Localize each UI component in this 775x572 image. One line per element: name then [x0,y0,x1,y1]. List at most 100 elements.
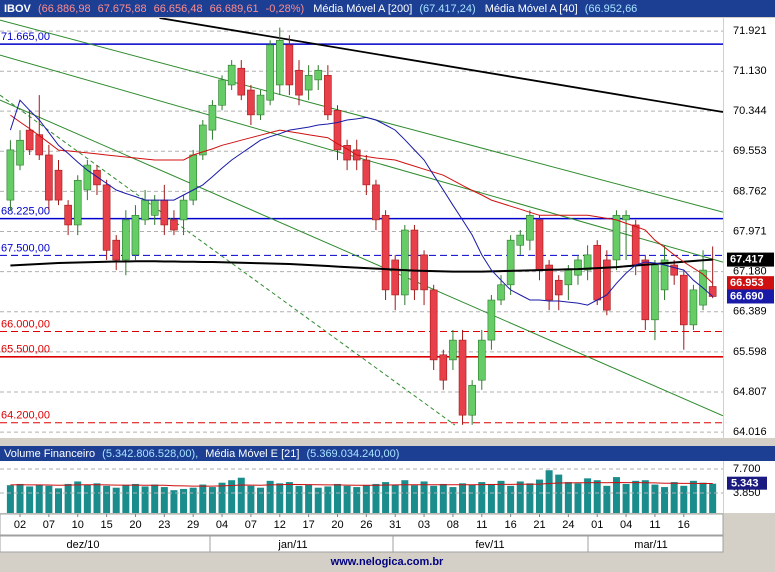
volume-bar [276,483,284,513]
x-tick-label: 10 [72,519,84,531]
trendline [0,94,456,426]
candle-body [324,75,332,116]
volume-bar [526,483,534,513]
quote: 66.656,48 [154,3,203,15]
volume-bar [199,484,207,513]
volume-bar [661,487,669,513]
legend-value: (66.952,66 [585,3,638,15]
x-tick-label: 01 [591,519,603,531]
last-value-box [727,276,774,291]
candle-body [583,254,592,271]
candle-body [189,154,197,201]
y-tick-label: 71.130 [733,65,767,77]
candle-body [256,94,265,116]
volume-bar [122,485,130,513]
volume-bar [324,486,332,513]
quote: 66.689,61 [210,3,259,15]
volume-bar [160,487,168,513]
candle-body [314,69,323,81]
last-value-label: 67.417 [730,253,764,265]
candle-body [391,259,400,296]
candle-body [535,219,544,271]
candle-body [449,339,457,361]
volume-plot [0,468,723,513]
candle-body [208,104,217,131]
candle-body [73,180,82,226]
volume-bar [333,483,341,513]
trendline [0,54,723,263]
last-value-label: 66.953 [730,277,764,289]
volume-bar [449,487,457,513]
level-label: 71.665,00 [1,31,50,43]
y-tick-label: 69.553 [733,145,767,157]
candle-body [439,354,448,381]
candle-body [554,279,563,296]
candle-body [54,169,63,201]
volume-bar [295,485,303,513]
candle-body [708,286,717,297]
volume-bar [545,470,553,513]
y-tick-label: 7.700 [733,463,761,475]
volume-bar [16,483,24,513]
volume-bar [430,485,438,513]
volume-bar [247,485,255,513]
x-tick-label: 11 [649,519,660,531]
volume-bar [180,488,188,513]
last-value-box [727,289,774,304]
last-value-box [727,252,774,267]
candle-body [679,274,688,326]
x-tick-label: 04 [216,519,228,531]
volume-bar [478,482,486,513]
x-tick-label: 02 [14,519,26,531]
last-value-label: 66.690 [730,290,764,302]
candle-body [516,234,525,246]
volume-bar [218,482,226,513]
volume-bar [420,481,428,513]
candle-body [622,215,630,221]
candle-body [333,110,342,151]
x-tick-label: 24 [562,519,574,531]
month-label: dez/10 [66,539,99,551]
volume-bar [439,483,447,513]
volume-bar [285,482,293,513]
candle-body [468,384,476,416]
volume-bar [555,474,563,513]
y-tick-label: 68.762 [733,185,767,197]
volume-bar [237,477,245,513]
x-tick-label: 29 [187,519,199,531]
y-tick-label: 71.921 [733,25,767,37]
candle-body [237,67,246,96]
legend-name: Média Móvel A [200] [313,3,412,15]
candle-body [362,159,371,186]
volume-bar [112,487,120,513]
symbol: IBOV [4,3,32,15]
volume-bar [689,480,697,513]
volume-bar [170,490,178,513]
candle-body [285,44,294,86]
x-tick-label: 17 [302,519,314,531]
volume-bar [410,485,418,513]
candle-body [218,79,226,106]
volume-bar [651,484,659,513]
candle-body [6,149,15,201]
x-tick-label: 31 [389,519,401,531]
x-tick-label: 16 [505,519,517,531]
candle-body [150,199,159,216]
volume-bar [266,480,274,513]
ma-line [10,114,714,284]
volume-bar [612,477,620,513]
candle-body [420,254,428,291]
volume-bar [641,480,649,513]
volume-bar [536,479,543,513]
volume-bar [507,485,515,513]
volume-bar [343,485,351,513]
candle-body [545,264,553,301]
y-tick-label: 67.971 [733,225,767,237]
volume-bar [189,487,197,513]
y-tick-label: 64.807 [733,386,767,398]
x-tick-label: 11 [476,519,487,531]
candle-body [170,219,178,231]
title-bar [0,0,775,17]
x-tick-label: 20 [331,519,343,531]
